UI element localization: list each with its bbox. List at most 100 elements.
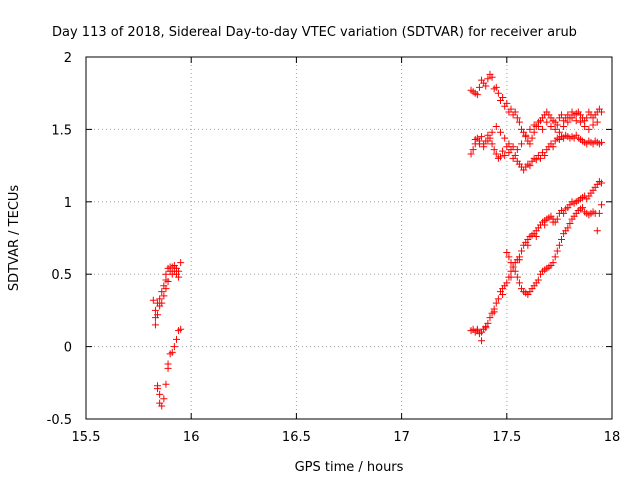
- data-point: [572, 117, 580, 125]
- data-point: [507, 105, 515, 113]
- data-point: [511, 151, 519, 159]
- data-point: [541, 221, 549, 229]
- data-point: [558, 235, 566, 243]
- data-point: [492, 299, 500, 307]
- y-axis-label: SDTVAR / TECUs: [7, 185, 22, 292]
- data-point: [558, 111, 566, 119]
- data-point: [509, 263, 517, 271]
- data-point: [480, 143, 488, 151]
- data-point: [526, 125, 534, 133]
- data-point: [536, 154, 544, 162]
- data-point: [154, 311, 162, 319]
- data-point: [547, 123, 555, 131]
- data-point: [534, 123, 542, 131]
- data-point: [499, 94, 507, 102]
- data-point: [151, 306, 159, 314]
- data-point: [532, 156, 540, 164]
- data-point: [518, 247, 526, 255]
- data-point: [541, 151, 549, 159]
- data-point: [560, 209, 568, 217]
- data-point: [158, 299, 166, 307]
- data-point: [579, 204, 587, 212]
- x-tick-label: 16: [183, 430, 200, 445]
- data-point: [526, 162, 534, 170]
- data-point: [524, 241, 532, 249]
- data-point: [164, 277, 172, 285]
- data-point: [473, 91, 481, 99]
- data-point: [515, 118, 523, 126]
- data-point: [490, 146, 498, 154]
- data-point: [162, 270, 170, 278]
- data-point: [499, 147, 507, 155]
- data-point: [503, 248, 511, 256]
- data-point: [551, 253, 559, 261]
- data-point: [597, 108, 605, 116]
- x-axis-label: GPS time / hours: [295, 460, 404, 475]
- data-point: [492, 150, 500, 158]
- data-point: [177, 325, 185, 333]
- data-point: [583, 114, 591, 122]
- data-point: [496, 128, 504, 136]
- data-point: [560, 123, 568, 131]
- plot-frame: [85, 56, 613, 420]
- data-point: [484, 75, 492, 83]
- data-point: [496, 153, 504, 161]
- data-point: [597, 179, 605, 187]
- data-point: [568, 114, 576, 122]
- data-point: [511, 267, 519, 275]
- data-point: [475, 83, 483, 91]
- axis-ticks: [85, 56, 613, 420]
- data-point: [156, 295, 164, 303]
- data-point: [149, 296, 157, 304]
- data-point: [482, 82, 490, 90]
- data-point: [505, 253, 513, 261]
- x-tick-label: 15.5: [72, 430, 101, 445]
- data-point: [553, 247, 561, 255]
- data-point: [513, 273, 521, 281]
- data-point: [478, 133, 486, 141]
- x-tick-labels: 15.5 16 16.5 17 17.5 18: [72, 430, 621, 445]
- data-point: [492, 123, 500, 131]
- data-point: [597, 138, 605, 146]
- data-point: [469, 146, 477, 154]
- y-tick-labels: -0.5 0 0.5 1 1.5 2: [47, 51, 72, 428]
- y-tick-label: 0.5: [51, 268, 72, 283]
- data-point: [473, 325, 481, 333]
- data-point: [507, 273, 515, 281]
- data-point: [566, 220, 574, 228]
- y-tick-label: 1: [64, 196, 72, 211]
- data-point: [543, 118, 551, 126]
- data-point: [522, 131, 530, 139]
- data-point: [494, 89, 502, 97]
- data-point: [488, 140, 496, 148]
- data-point: [482, 322, 490, 330]
- data-point: [494, 295, 502, 303]
- data-point: [467, 150, 475, 158]
- data-point: [532, 233, 540, 241]
- data-point: [501, 151, 509, 159]
- data-point: [503, 99, 511, 107]
- data-point: [160, 395, 168, 403]
- data-point: [549, 218, 557, 226]
- data-point: [475, 140, 483, 148]
- data-point: [172, 335, 180, 343]
- y-tick-label: 0: [64, 341, 72, 356]
- data-point: [488, 128, 496, 136]
- data-point: [511, 108, 519, 116]
- data-point: [515, 256, 523, 264]
- data-point: [158, 402, 166, 410]
- data-point: [509, 143, 517, 151]
- data-point: [518, 140, 526, 148]
- data-point: [551, 125, 559, 133]
- data-point: [593, 118, 601, 126]
- data-point: [168, 348, 176, 356]
- data-point: [515, 279, 523, 287]
- x-tick-label: 16.5: [282, 430, 311, 445]
- data-point: [492, 83, 500, 91]
- data-point: [528, 134, 536, 142]
- data-point: [484, 137, 492, 145]
- data-point: [534, 276, 542, 284]
- data-point: [549, 259, 557, 267]
- data-point: [503, 279, 511, 287]
- data-point: [507, 259, 515, 267]
